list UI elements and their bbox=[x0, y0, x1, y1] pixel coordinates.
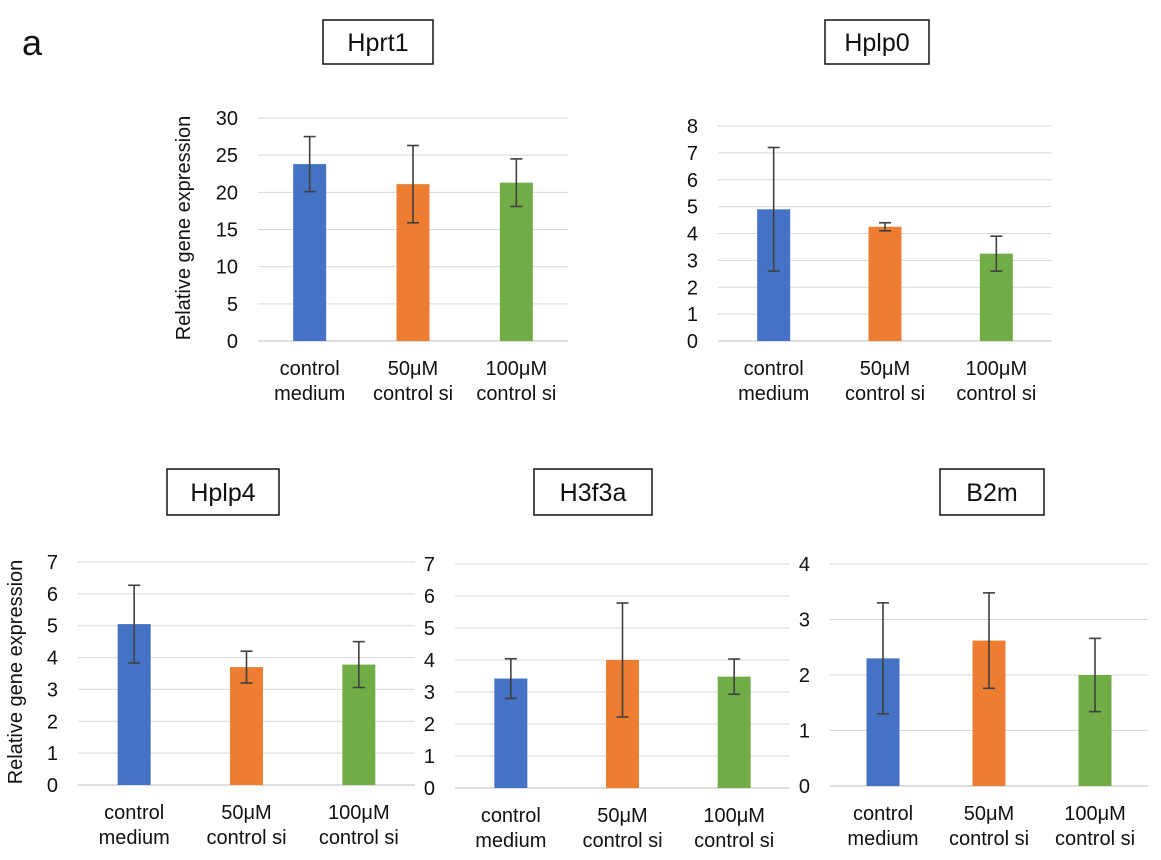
x-tick-label: 100μM bbox=[703, 805, 765, 827]
y-tick-label: 0 bbox=[47, 775, 58, 797]
x-tick-label: 100μM bbox=[966, 358, 1028, 380]
y-tick-label: 1 bbox=[687, 304, 698, 326]
y-tick-label: 25 bbox=[216, 145, 238, 167]
chart-title: Hplp4 bbox=[190, 479, 255, 507]
x-tick-label: medium bbox=[475, 830, 546, 852]
x-tick-label: 100μM bbox=[1064, 803, 1126, 825]
y-tick-label: 5 bbox=[687, 197, 698, 219]
y-tick-label: 4 bbox=[47, 648, 58, 670]
x-tick-label: 50μM bbox=[597, 805, 647, 827]
x-tick-label: medium bbox=[99, 827, 170, 849]
x-tick-label: medium bbox=[274, 383, 345, 405]
y-tick-label: 4 bbox=[687, 224, 698, 246]
y-tick-label: 1 bbox=[424, 746, 435, 768]
y-tick-label: 3 bbox=[799, 610, 810, 632]
x-tick-label: 50μM bbox=[860, 358, 910, 380]
chart-title-box bbox=[533, 468, 653, 516]
x-tick-label: 50μM bbox=[964, 803, 1014, 825]
x-tick-label: control si bbox=[1055, 828, 1135, 850]
x-tick-label: control bbox=[744, 358, 804, 380]
x-tick-label: control si bbox=[206, 827, 286, 849]
x-tick-label: medium bbox=[738, 383, 809, 405]
x-tick-label: control si bbox=[373, 383, 453, 405]
bar bbox=[499, 182, 533, 341]
x-tick-label: control si bbox=[949, 828, 1029, 850]
x-tick-label: control si bbox=[319, 827, 399, 849]
y-tick-label: 2 bbox=[799, 665, 810, 687]
chart-title-box bbox=[166, 468, 280, 516]
y-tick-label: 2 bbox=[424, 714, 435, 736]
y-tick-label: 7 bbox=[47, 552, 58, 574]
y-axis-label: Relative gene expression bbox=[173, 116, 195, 341]
y-tick-label: 4 bbox=[799, 554, 810, 576]
x-tick-label: control bbox=[280, 358, 340, 380]
x-tick-label: 100μM bbox=[328, 802, 390, 824]
y-axis-label: Relative gene expression bbox=[5, 560, 27, 785]
chart-title: Hprt1 bbox=[347, 29, 408, 57]
y-tick-label: 7 bbox=[424, 554, 435, 576]
y-tick-label: 0 bbox=[424, 778, 435, 800]
x-tick-label: control bbox=[104, 802, 164, 824]
x-tick-label: control si bbox=[582, 830, 662, 852]
chart-title-box bbox=[939, 468, 1045, 516]
chart-title-box bbox=[824, 19, 930, 65]
y-tick-label: 0 bbox=[687, 331, 698, 353]
y-tick-label: 0 bbox=[227, 331, 238, 353]
y-tick-label: 2 bbox=[687, 277, 698, 299]
y-tick-label: 15 bbox=[216, 220, 238, 242]
y-tick-label: 5 bbox=[47, 616, 58, 638]
x-tick-label: control si bbox=[956, 383, 1036, 405]
y-tick-label: 1 bbox=[47, 743, 58, 765]
y-tick-label: 5 bbox=[424, 618, 435, 640]
bar bbox=[717, 676, 751, 788]
y-tick-label: 6 bbox=[424, 586, 435, 608]
x-tick-label: 50μM bbox=[221, 802, 271, 824]
y-tick-label: 10 bbox=[216, 257, 238, 279]
panel-letter: a bbox=[22, 22, 43, 63]
y-tick-label: 8 bbox=[687, 116, 698, 138]
x-tick-label: control bbox=[481, 805, 541, 827]
y-tick-label: 20 bbox=[216, 182, 238, 204]
y-tick-label: 5 bbox=[227, 294, 238, 316]
x-tick-label: control si bbox=[845, 383, 925, 405]
y-tick-label: 6 bbox=[47, 584, 58, 606]
y-tick-label: 7 bbox=[687, 143, 698, 165]
x-tick-label: control si bbox=[476, 383, 556, 405]
chart-title: H3f3a bbox=[560, 479, 627, 507]
y-tick-label: 3 bbox=[47, 679, 58, 701]
y-tick-label: 4 bbox=[424, 650, 435, 672]
x-tick-label: control bbox=[853, 803, 913, 825]
chart-title-box bbox=[322, 19, 434, 65]
bar bbox=[293, 164, 327, 341]
y-tick-label: 6 bbox=[687, 170, 698, 192]
y-tick-label: 0 bbox=[799, 776, 810, 798]
y-tick-label: 30 bbox=[216, 108, 238, 130]
y-tick-label: 2 bbox=[47, 711, 58, 733]
x-tick-label: medium bbox=[847, 828, 918, 850]
chart-title: B2m bbox=[966, 479, 1017, 507]
x-tick-label: control si bbox=[694, 830, 774, 852]
x-tick-label: 100μM bbox=[486, 358, 548, 380]
bar bbox=[868, 226, 902, 341]
y-tick-label: 1 bbox=[799, 721, 810, 743]
x-tick-label: 50μM bbox=[388, 358, 438, 380]
bar bbox=[230, 667, 263, 785]
y-tick-label: 3 bbox=[424, 682, 435, 704]
chart-title: Hplp0 bbox=[844, 29, 909, 57]
y-tick-label: 3 bbox=[687, 250, 698, 272]
